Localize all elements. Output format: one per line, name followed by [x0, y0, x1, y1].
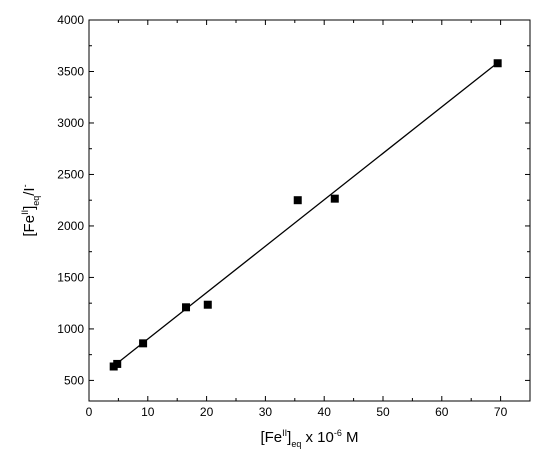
y-axis-ticks: 500 1000 1500 2000 2500 3000 3500 4000	[57, 13, 530, 387]
y-tick-label: 2500	[57, 167, 84, 181]
y-tick-label: 1500	[57, 270, 84, 284]
x-axis-title: [FeII]eq x 10-6 M	[260, 428, 358, 449]
x-tick-label: 20	[200, 405, 214, 419]
y-tick-label: 3500	[57, 64, 84, 78]
y-tick-label: 2000	[57, 219, 84, 233]
x-tick-label: 50	[376, 405, 390, 419]
y-axis-title: [FeII]eq/I-	[20, 184, 41, 236]
x-tick-label: 30	[259, 405, 273, 419]
data-point	[330, 194, 339, 203]
y-tick-label: 4000	[57, 13, 84, 27]
data-point	[293, 196, 302, 205]
plot-frame	[88, 19, 531, 402]
x-axis-ticks: 0 10 20 30 40 50 60 70	[86, 20, 508, 419]
x-tick-label: 0	[86, 405, 93, 419]
data-point	[182, 303, 191, 312]
series-layer	[109, 59, 502, 371]
x-tick-label: 60	[435, 405, 449, 419]
y-tick-label: 3000	[57, 116, 84, 130]
x-tick-label: 70	[494, 405, 508, 419]
fit-line	[113, 62, 499, 367]
x-tick-label: 10	[141, 405, 155, 419]
y-tick-label: 500	[64, 373, 84, 387]
y-tick-label: 1000	[57, 322, 84, 336]
data-point	[203, 300, 212, 309]
x-tick-label: 40	[318, 405, 332, 419]
